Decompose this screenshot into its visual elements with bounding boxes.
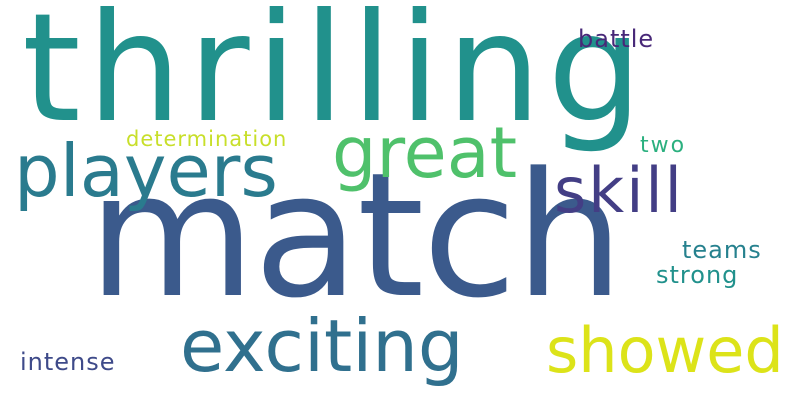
word-skill: skill (554, 154, 684, 227)
word-teams: teams (682, 236, 762, 264)
word-thrilling: thrilling (22, 0, 649, 156)
word-exciting: exciting (180, 304, 464, 388)
word-players: players (14, 129, 278, 213)
word-match: match (88, 135, 624, 336)
word-battle: battle (578, 25, 655, 53)
word-great: great (332, 112, 518, 194)
word-strong: strong (656, 261, 739, 289)
word-two: two (640, 133, 687, 158)
word-showed: showed (546, 314, 784, 387)
word-intense: intense (20, 348, 116, 376)
word-determination: determination (126, 127, 288, 151)
